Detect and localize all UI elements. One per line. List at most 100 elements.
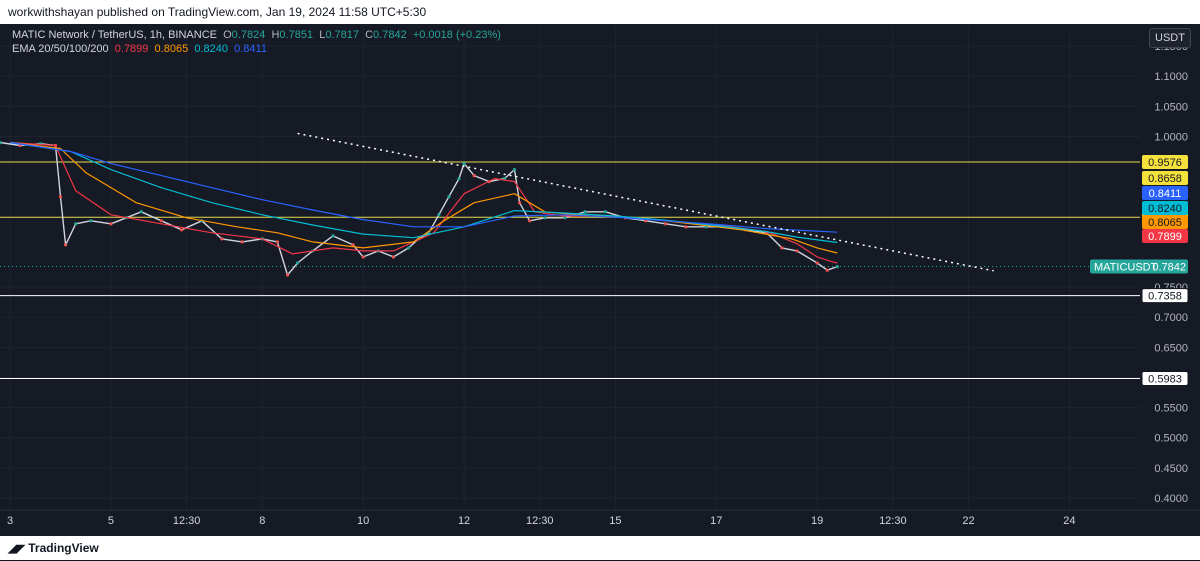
- last-price-label: 0.7842: [1152, 261, 1186, 273]
- x-tick-label: 3: [7, 515, 13, 527]
- x-tick-label: 17: [710, 515, 722, 527]
- price-badge: [1142, 171, 1188, 185]
- price-badge-label: 0.7899: [1148, 231, 1182, 243]
- price-point: [179, 228, 184, 232]
- price-point: [583, 210, 587, 214]
- currency-button[interactable]: USDT: [1149, 28, 1191, 48]
- price-axis: [1140, 24, 1200, 536]
- price-point: [462, 161, 466, 166]
- price-point: [825, 268, 829, 272]
- publisher-bar: workwithshayan published on TradingView.…: [0, 0, 1200, 24]
- price-point: [780, 246, 784, 250]
- x-tick-label: 22: [962, 515, 974, 527]
- price-point: [815, 261, 819, 265]
- price-point: [74, 222, 78, 226]
- price-badge: [1142, 229, 1188, 243]
- price-point: [63, 243, 68, 247]
- price-point: [835, 264, 839, 269]
- x-tick-label: 19: [811, 515, 823, 527]
- level-badge: [1141, 370, 1189, 386]
- ema-label: EMA 20/50/100/200: [12, 43, 109, 55]
- price-point: [361, 255, 365, 259]
- y-tick-label: 0.5500: [1154, 403, 1188, 415]
- price-point: [139, 210, 143, 214]
- level-badge-label: 0.9576: [1148, 157, 1182, 169]
- price-point: [296, 261, 300, 265]
- publisher-line: workwithshayan published on TradingView.…: [8, 5, 427, 19]
- high-label: H: [271, 29, 280, 41]
- low-label: L: [319, 29, 326, 41]
- price-badge-label: 0.8411: [1149, 188, 1182, 200]
- price-point: [664, 222, 668, 226]
- y-tick-label: 0.7000: [1154, 312, 1188, 324]
- x-tick-label: 5: [108, 515, 114, 527]
- x-tick-label: 8: [259, 515, 265, 527]
- price-point: [391, 255, 396, 259]
- legend-row-ohlc: MATIC Network / TetherUS, 1h, BINANCE O0…: [12, 28, 501, 42]
- close-label: C: [365, 29, 374, 41]
- level-badge-label: 0.7358: [1148, 291, 1182, 303]
- x-tick-label: 15: [609, 515, 621, 527]
- price-point: [512, 167, 517, 172]
- x-tick-label: 24: [1063, 515, 1075, 527]
- x-tick-label: 12:30: [526, 515, 554, 527]
- price-badge-label: 0.8240: [1148, 203, 1182, 215]
- last-price-symbol: MATICUSDT: [1094, 261, 1158, 273]
- ema200-value: 0.8411: [234, 43, 267, 55]
- y-tick-label: 0.4500: [1154, 463, 1188, 475]
- tradingview-logo-icon: ◢◤: [8, 543, 25, 555]
- y-tick-label: 0.6500: [1154, 342, 1188, 354]
- price-badge-label: 0.8065: [1148, 217, 1182, 229]
- open-value: 0.7824: [231, 29, 266, 41]
- x-tick-label: 12:30: [879, 515, 907, 527]
- price-point: [351, 243, 355, 247]
- series-line: [10, 141, 838, 244]
- y-tick-label: 0.5000: [1154, 433, 1188, 445]
- price-point: [406, 246, 411, 250]
- ema50-value: 0.8065: [154, 43, 189, 55]
- legend-row-ema: EMA 20/50/100/200 0.7899 0.8065 0.8240 0…: [12, 42, 501, 56]
- price-point: [795, 249, 799, 253]
- price-point: [437, 213, 441, 217]
- price-badge: [1142, 215, 1188, 229]
- y-tick-label: 1.1000: [1154, 71, 1188, 83]
- high-value: 0.7851: [279, 29, 314, 41]
- price-point: [603, 210, 607, 214]
- price-badge: [1142, 201, 1188, 215]
- price-point: [447, 195, 451, 199]
- price-point: [89, 219, 93, 223]
- price-point: [220, 237, 224, 241]
- price-point: [457, 177, 461, 181]
- open-label: O: [223, 29, 232, 41]
- price-point: [543, 216, 547, 220]
- x-tick-label: 12:30: [173, 515, 201, 527]
- ema100-value: 0.8240: [194, 43, 228, 55]
- price-point: [563, 216, 567, 220]
- price-point: [528, 219, 532, 223]
- x-tick-label: 12: [458, 515, 470, 527]
- price-point: [109, 222, 113, 226]
- chart-area[interactable]: 1.15001.10001.05001.00000.75000.70000.65…: [0, 24, 1200, 536]
- trendline: [297, 132, 994, 272]
- footer-brand: TradingView: [28, 541, 99, 555]
- chart-legend: MATIC Network / TetherUS, 1h, BINANCE O0…: [12, 28, 501, 56]
- symbol-line: MATIC Network / TetherUS, 1h, BINANCE: [12, 29, 217, 41]
- price-point: [0, 140, 2, 145]
- series-line: [10, 141, 838, 264]
- series-line: [10, 141, 838, 233]
- price-point: [275, 240, 280, 244]
- y-tick-label: 1.0500: [1154, 101, 1188, 113]
- price-badge-label: 0.8658: [1148, 173, 1182, 185]
- series-line: [10, 141, 838, 254]
- change-value: +0.0018 (+0.23%): [412, 29, 501, 41]
- price-point: [684, 225, 688, 229]
- level-badge: [1142, 154, 1188, 169]
- price-point: [159, 219, 164, 223]
- price-point: [240, 240, 244, 244]
- y-tick-label: 1.0000: [1154, 131, 1188, 143]
- price-chart[interactable]: 1.15001.10001.05001.00000.75000.70000.65…: [0, 24, 1200, 536]
- footer-bar: ◢◤ TradingView: [0, 536, 1200, 560]
- price-point: [517, 201, 522, 205]
- price-badge: [1142, 186, 1188, 200]
- last-price-badge: [1090, 259, 1188, 274]
